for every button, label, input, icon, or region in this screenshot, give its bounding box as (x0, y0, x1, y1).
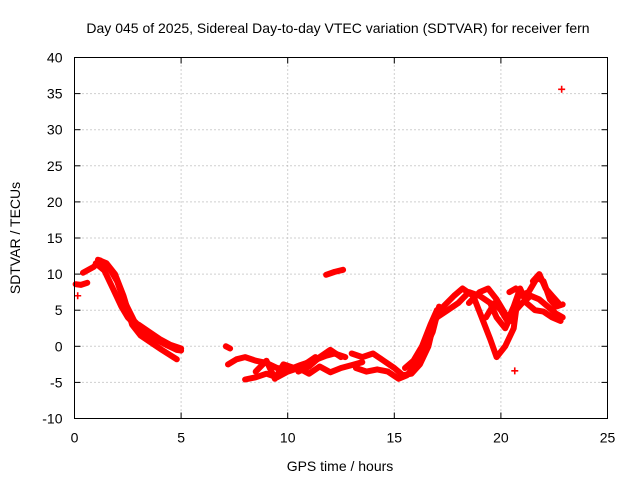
y-tick-label: 40 (47, 50, 63, 66)
x-tick-label: 20 (493, 430, 509, 446)
x-tick-label: 5 (177, 430, 185, 446)
data-track-track-evening-d (483, 285, 564, 324)
data-track-track-night-b (512, 292, 566, 321)
data-track-track-night-c (529, 271, 562, 306)
axes-group (74, 57, 608, 419)
x-tick-label: 0 (71, 430, 79, 446)
series-group (72, 85, 566, 383)
data-point-marker (74, 292, 82, 300)
x-tick-label: 15 (387, 430, 403, 446)
y-tick-label: -5 (50, 374, 63, 390)
x-axis-label: GPS time / hours (287, 458, 394, 474)
x-tick-label: 25 (600, 430, 616, 446)
y-axis-label: SDTVAR / TECUs (7, 182, 23, 294)
x-tick-label: 10 (280, 430, 296, 446)
data-track-track-morning-b (92, 260, 182, 353)
chart-title: Day 045 of 2025, Sidereal Day-to-day VTE… (86, 20, 589, 36)
data-point-marker (558, 85, 566, 93)
grid (74, 57, 608, 419)
data-track-track-afternoon-b (352, 303, 443, 382)
x-ticks: 0 5 10 15 20 25 (71, 57, 616, 446)
y-tick-label: -10 (42, 411, 62, 427)
y-tick-label: 15 (47, 230, 63, 246)
y-tick-label: 10 (47, 266, 63, 282)
y-tick-label: 20 (47, 194, 63, 210)
data-track-track-noon-blip (222, 343, 234, 352)
data-track-track-morning-a (80, 257, 185, 354)
data-track-track-morning-c (95, 256, 180, 363)
data-track-track-noon-c (252, 354, 319, 382)
y-tick-label: 5 (55, 302, 63, 318)
data-track-track-night-d (506, 285, 526, 299)
data-point-marker (511, 367, 519, 375)
data-track-track-morning-d (135, 321, 185, 352)
data-track-track-offset-segment (323, 266, 347, 278)
y-tick-label: 35 (47, 86, 63, 102)
y-ticks: -10 -5 0 5 10 15 20 25 30 35 40 (42, 50, 608, 427)
data-track-track-noon-d (295, 346, 344, 375)
y-tick-label: 25 (47, 158, 63, 174)
plot-frame (74, 57, 608, 419)
data-track-track-early-flat (72, 279, 91, 288)
y-tick-label: 0 (55, 338, 63, 354)
data-track-track-evening-a (431, 285, 521, 361)
y-tick-label: 30 (47, 122, 63, 138)
